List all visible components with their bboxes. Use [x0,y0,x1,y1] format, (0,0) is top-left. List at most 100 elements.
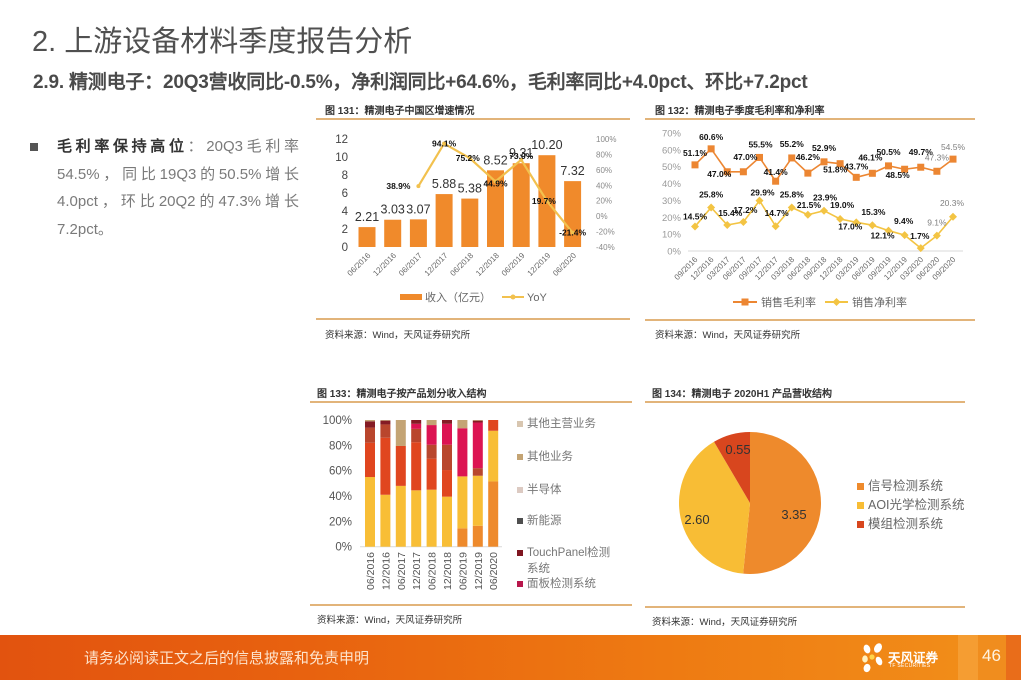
stacked-bar-segment [426,420,437,426]
footer-bar: 请务必阅读正文之后的信息披露和免责申明 天风证券 TF SECURITIES 4… [0,635,1021,680]
section-subtitle: 2.9. 精测电子：20Q3营收同比-0.5%，净利润同比+64.6%，毛利率同… [33,72,808,93]
legend-label: 模组检测系统 [868,517,944,531]
revenue-bar [461,198,479,247]
figure-caption: 图 131：精测电子中国区增速情况 [325,106,475,117]
net-margin-point [803,210,812,219]
bullet-square-icon [30,143,38,151]
figure-caption: 图 132：精测电子季度毛利率和净利率 [655,106,825,117]
y-axis-tick-label: 8 [342,170,348,182]
stacked-bar-segment [365,442,375,478]
revenue-value-label: 9.31 [509,146,533,160]
legend-label: TouchPanel检测系统 [527,547,611,575]
x-axis-tick-label: 12/2018 [474,251,501,278]
legend-item: 面板检测系统 [517,576,619,592]
gross-margin-label: 49.7% [909,147,934,157]
y-axis-tick-label: 50% [662,162,682,173]
gross-margin-label: 50.5% [876,147,901,157]
stacked-bar-segment [380,420,391,421]
gross-margin-label: 47.0% [707,169,732,179]
y-axis-tick-label: 30% [662,196,682,207]
net-margin-point [868,221,877,230]
net-margin-label: 9.4% [894,216,914,226]
net-margin-point [691,222,699,231]
revenue-value-label: 7.32 [560,164,584,178]
caption-divider [645,118,975,120]
x-axis-tick-label: 12/2017 [423,251,450,278]
net-margin-label: 17.2% [733,205,758,215]
pie-chart: 3.35 2.60 0.55 [679,432,822,574]
gross-margin-point [885,162,892,170]
y2-axis-tick-label: 80% [596,150,612,159]
source-divider [645,319,975,321]
stacked-bar-segment [457,420,468,429]
gross-margin-label: 51.1% [683,148,708,158]
gross-margin-point [756,153,763,161]
legend-label-revenue: 收入（亿元） [425,290,491,304]
y-axis-tick-label: 40% [662,179,682,190]
stacked-bar-segment [426,458,437,490]
legend-item: AOI光学检测系统 [857,497,982,513]
legend-label-net-margin: 销售净利率 [852,295,907,309]
x-axis-tick-label: 12/2017 [411,552,423,590]
figure-caption: 图 134：精测电子 2020H1 产品营收结构 [652,389,833,400]
x-axis-tick-label: 06/2016 [346,251,373,278]
y-axis-tick-label: 100% [323,415,352,427]
legend-label: 其他主营业务 [527,418,596,430]
y-axis-tick-label: 60% [662,145,682,156]
gross-margin-label: 46.2% [796,152,821,162]
gross-margin-label: 60.6% [699,132,724,142]
net-margin-point [723,221,732,230]
pie-value-label: 0.55 [725,442,750,457]
stacked-bar-segment [365,477,375,547]
y2-axis-tick-label: -20% [596,228,615,237]
legend-item: 其他业务 [517,449,619,465]
page-number: 46 [982,646,1001,665]
stacked-bar-segment [442,420,452,424]
gross-margin-point [691,161,699,169]
gross-margin-label: 41.4% [764,167,789,177]
brand-logo: 天风证券 TF SECURITIES [860,641,950,675]
chart-legend: 销售毛利率 销售净利率 [733,295,907,309]
net-margin-label: 15.4% [718,208,743,218]
stacked-bar-segment [411,442,422,491]
stacked-bar-segment [472,468,483,476]
yoy-point [519,157,524,162]
gross-margin-point [949,155,957,163]
y2-axis-tick-label: 40% [596,181,612,190]
legend-diamond-marker-icon [832,298,841,306]
source-divider [645,606,965,608]
gross-margin-label: 47.3% [925,152,950,162]
revenue-value-label: 8.52 [483,153,507,167]
revenue-yoy-chart: 024681012-40%-20%0%20%40%60%80%100%2.213… [335,134,616,304]
net-margin-label: 20.3% [940,198,965,208]
figure-product-mix: 图 134：精测电子 2020H1 产品营收结构 3.35 2.60 0.55 信号… [645,385,975,628]
stacked-bar-segment [457,476,468,529]
legend-item: 模组检测系统 [857,516,982,532]
stacked-bar-segment [365,427,375,443]
stacked-bar-segment [380,494,391,547]
gross-margin-point [707,145,715,153]
net-margin-point [884,226,893,235]
net-margin-point [771,222,780,231]
source-divider [310,604,632,606]
yoy-value-label: 94.1% [432,139,457,149]
x-axis-tick-label: 12/2019 [473,552,485,590]
x-axis-tick-label: 12/2016 [380,552,392,590]
legend-swatch-icon [857,521,864,528]
figure-source: 资料来源：Wind，天风证券研究所 [317,615,463,626]
y-axis-tick-label: 4 [342,206,349,218]
gross-margin-label: 55.2% [780,139,805,149]
y2-axis-tick-label: -40% [596,243,615,252]
flower-logo-icon [862,643,883,673]
y2-axis-tick-label: 60% [596,166,612,175]
pie-value-label: 2.60 [684,512,709,527]
legend-item: 新能源 [517,513,619,529]
brand-name-english: TF SECURITIES [889,663,931,669]
pie-slice [679,441,750,574]
y2-axis-tick-label: 0% [596,212,608,221]
gross-margin-label: 46.1% [858,152,883,162]
y-axis-tick-label: 10% [662,230,682,241]
stacked-bar-segment [380,424,391,438]
revenue-value-label: 5.38 [458,182,482,196]
